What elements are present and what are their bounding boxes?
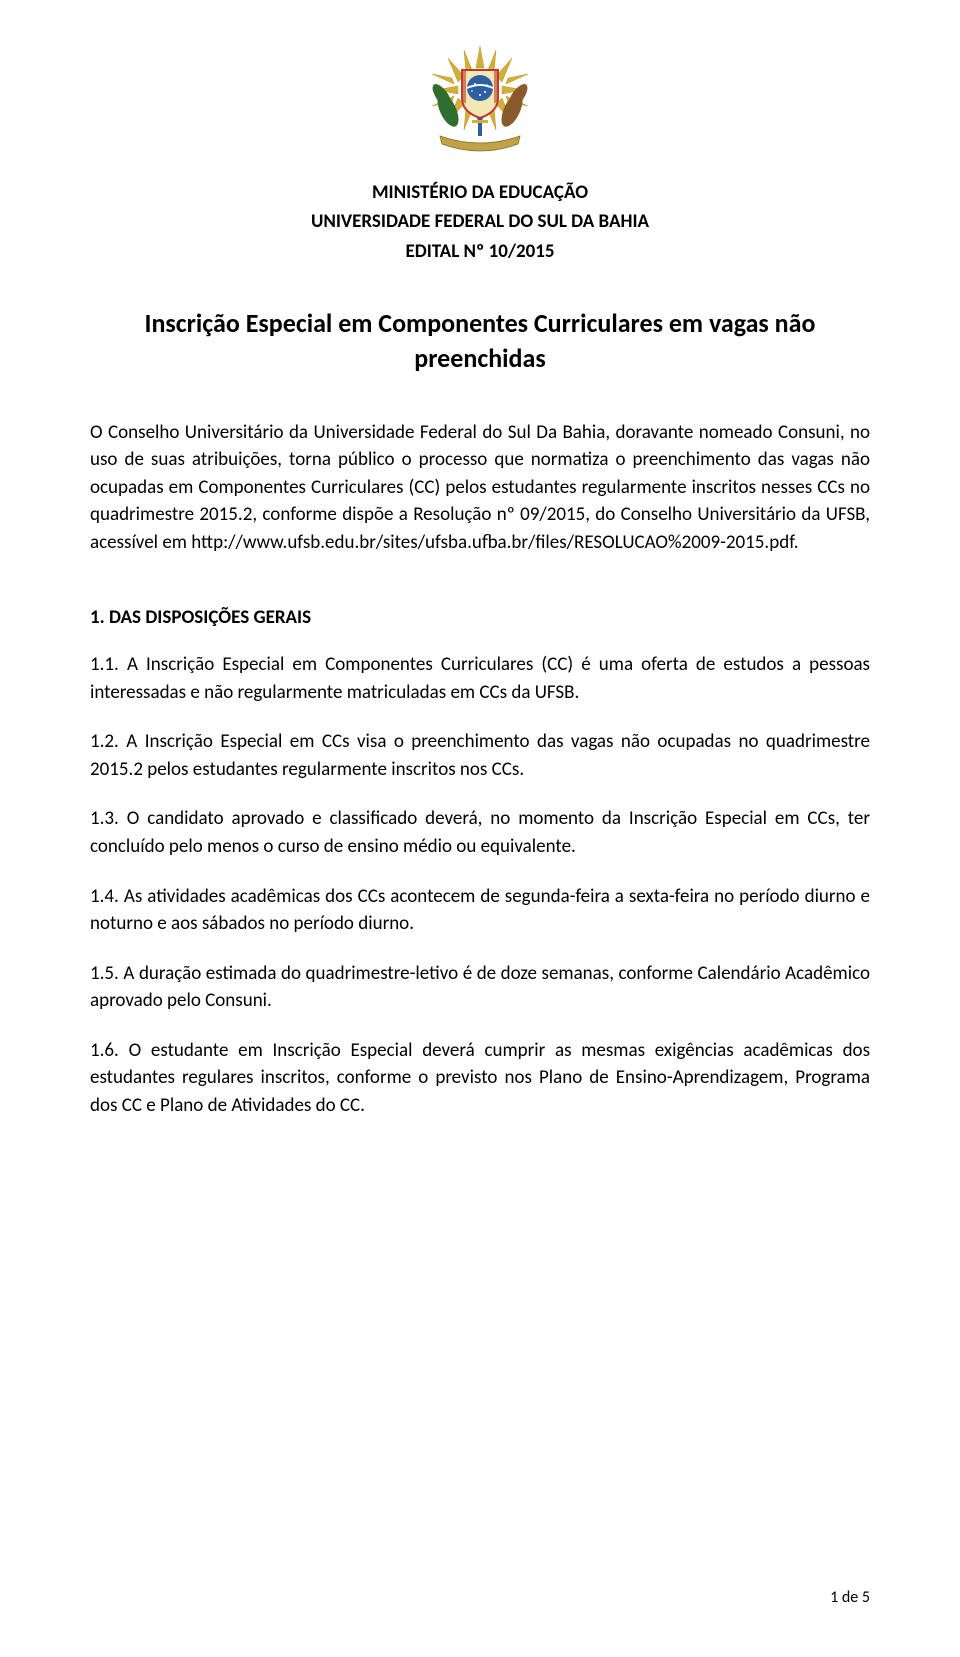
emblem-container: [90, 40, 870, 160]
brazil-coat-of-arms-icon: [420, 40, 540, 160]
document-header: MINISTÉRIO DA EDUCAÇÃO UNIVERSIDADE FEDE…: [90, 178, 870, 266]
clause-1-4: 1.4. As atividades acadêmicas dos CCs ac…: [90, 883, 870, 938]
clause-1-2: 1.2. A Inscrição Especial em CCs visa o …: [90, 728, 870, 783]
document-title: Inscrição Especial em Componentes Curric…: [90, 306, 870, 376]
intro-paragraph: O Conselho Universitário da Universidade…: [90, 419, 870, 557]
header-line-edital: EDITAL Nº 10/2015: [90, 237, 870, 266]
header-line-university: UNIVERSIDADE FEDERAL DO SUL DA BAHIA: [90, 207, 870, 236]
section-1-heading: 1. DAS DISPOSIÇÕES GERAIS: [90, 606, 870, 629]
clause-1-6: 1.6. O estudante em Inscrição Especial d…: [90, 1037, 870, 1120]
header-line-ministry: MINISTÉRIO DA EDUCAÇÃO: [90, 178, 870, 207]
clause-1-3: 1.3. O candidato aprovado e classificado…: [90, 805, 870, 860]
clause-1-5: 1.5. A duração estimada do quadrimestre-…: [90, 960, 870, 1015]
page-number: 1 de 5: [830, 1588, 870, 1607]
clause-1-1: 1.1. A Inscrição Especial em Componentes…: [90, 651, 870, 706]
